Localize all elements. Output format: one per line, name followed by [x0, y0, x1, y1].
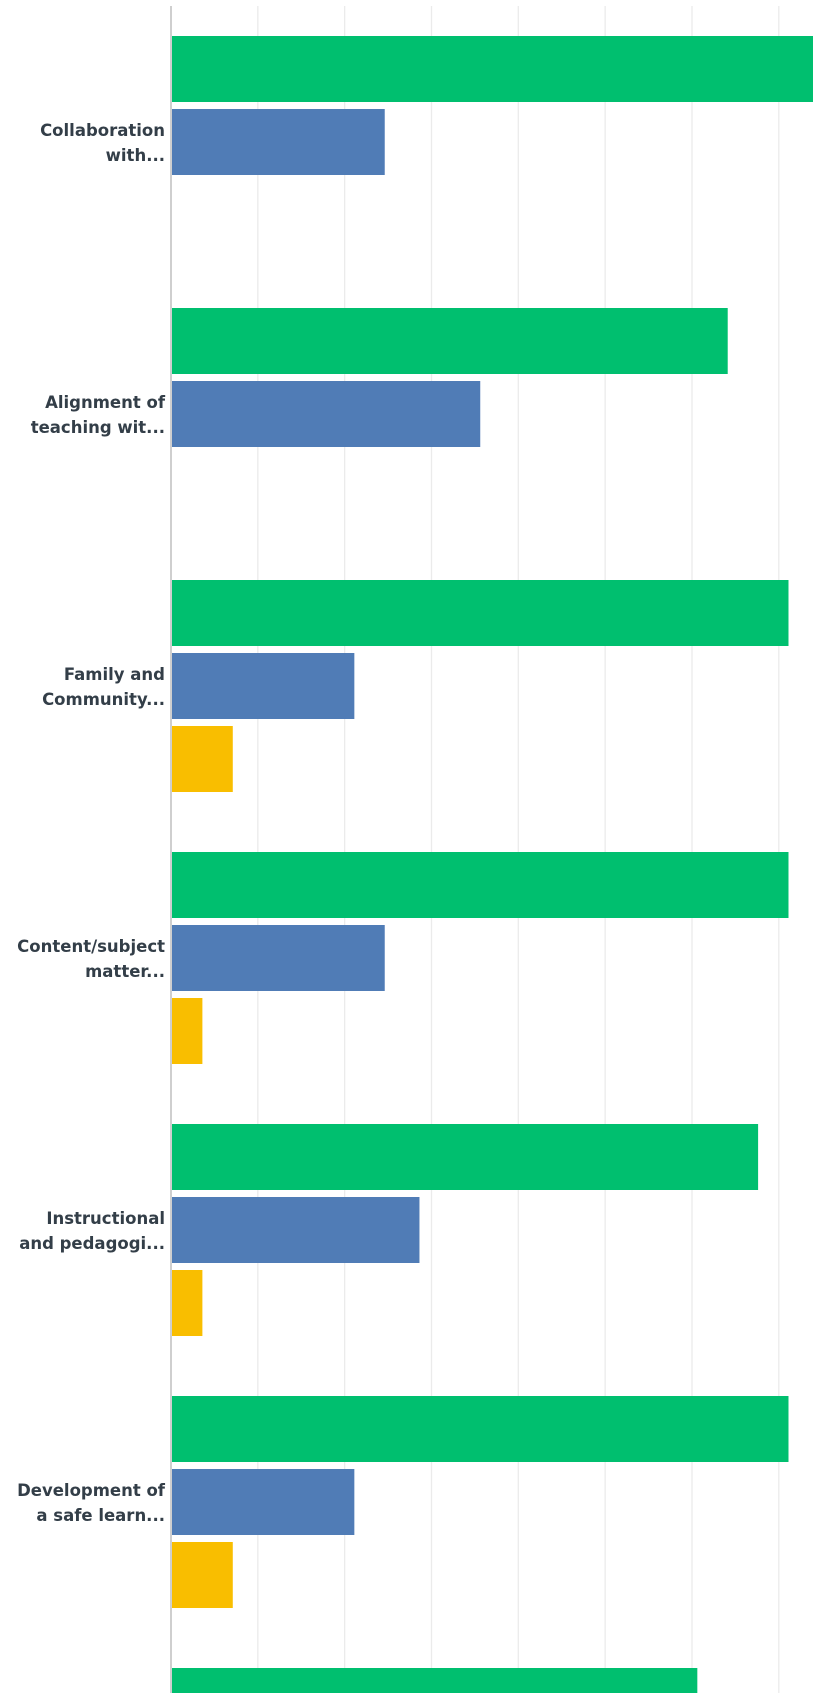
- bar: [172, 308, 728, 374]
- category-label: Content/subject: [17, 937, 165, 956]
- category-label: Community...: [42, 690, 165, 709]
- category-label: teaching wit...: [31, 418, 165, 437]
- bar: [172, 726, 233, 792]
- bar: [172, 1396, 789, 1462]
- bar: [172, 998, 203, 1064]
- category-label: Alignment of: [45, 393, 166, 412]
- category-labels: Collaboration with... Alignment of teaching…: [17, 121, 166, 1525]
- bar: [172, 381, 481, 447]
- category-label: Development of: [17, 1481, 166, 1500]
- bars: [172, 36, 813, 1693]
- category-label: matter...: [85, 962, 165, 981]
- category-label: Instructional: [46, 1209, 165, 1228]
- bar: [172, 580, 789, 646]
- bar: [172, 852, 789, 918]
- bar: [172, 1469, 355, 1535]
- bar: [172, 36, 813, 102]
- bar: [172, 925, 385, 991]
- category-label: Collaboration: [40, 121, 165, 140]
- bar: [172, 1124, 759, 1190]
- gridlines: [257, 6, 780, 1693]
- bar: [172, 1668, 698, 1693]
- category-label: a safe learn...: [36, 1506, 165, 1525]
- category-label: and pedagogi...: [19, 1234, 165, 1253]
- bar: [172, 1542, 233, 1608]
- category-label: Family and: [64, 665, 165, 684]
- bar: [172, 109, 385, 175]
- bar: [172, 653, 355, 719]
- bar: [172, 1197, 420, 1263]
- bar: [172, 1270, 203, 1336]
- category-label: with...: [106, 146, 165, 165]
